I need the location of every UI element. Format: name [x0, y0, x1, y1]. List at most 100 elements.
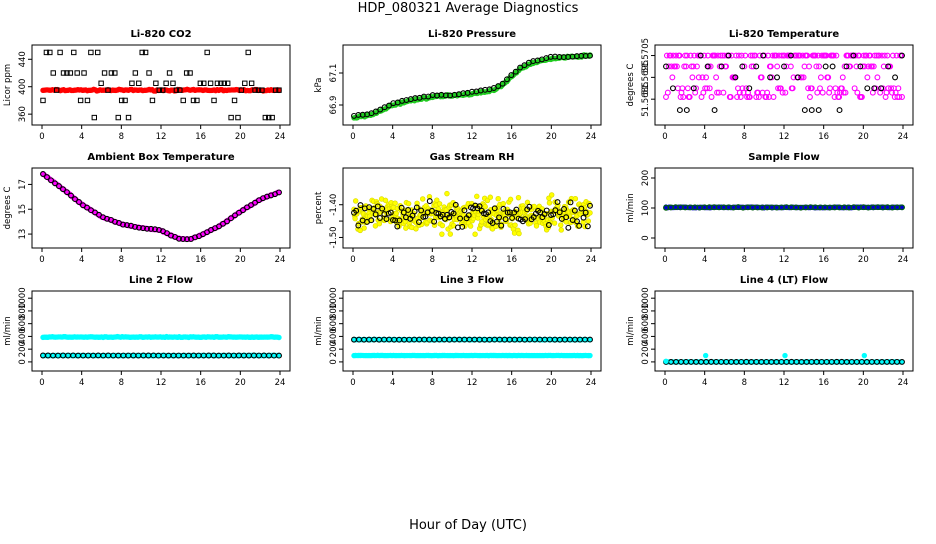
data-point	[865, 63, 872, 70]
y-tick-label: 0	[641, 359, 651, 364]
data-point	[183, 70, 190, 76]
data-point	[88, 49, 94, 56]
data-point	[101, 70, 108, 76]
panel-8: Line 4 (LT) Flow 0 4 8 12 16 20 24 0 200400600800…	[626, 275, 914, 388]
panel-title: Li-820 CO2	[130, 29, 191, 40]
data-point	[860, 52, 867, 59]
data-point	[507, 196, 514, 203]
data-point	[361, 225, 367, 231]
data-point	[377, 106, 384, 113]
data-point	[64, 189, 70, 196]
data-point	[517, 64, 524, 71]
panel-3: Ambient Box Temperature 0 4 8 12 16 20 24 13 15 17…	[3, 152, 291, 265]
data-point	[801, 107, 808, 114]
data-point	[840, 89, 847, 96]
data-point	[512, 222, 518, 228]
data-point	[44, 174, 50, 181]
data-point	[240, 207, 246, 214]
data-point	[702, 352, 709, 359]
data-point	[842, 89, 849, 96]
x-tick-label: 0	[350, 255, 355, 265]
data-point	[585, 218, 592, 224]
data-point	[825, 74, 832, 81]
data-point	[118, 97, 125, 104]
data-point	[859, 63, 866, 70]
data-point	[461, 207, 468, 214]
x-tick-label: 8	[430, 378, 435, 388]
data-point	[874, 74, 881, 81]
data-point	[266, 114, 272, 121]
data-point	[467, 223, 474, 229]
data-point	[269, 114, 275, 121]
data-point	[693, 85, 700, 92]
data-point	[704, 85, 710, 92]
x-tick-label: 0	[662, 255, 667, 265]
x-tick-label: 12	[156, 255, 167, 265]
data-point	[190, 97, 197, 104]
data-point	[852, 52, 859, 59]
data-point	[352, 198, 359, 204]
data-point	[712, 52, 719, 59]
y-tick-label: 0	[329, 359, 339, 364]
data-point	[160, 87, 166, 93]
data-point	[84, 97, 91, 104]
data-point	[214, 80, 221, 86]
data-point	[582, 209, 589, 216]
x-tick-label: 16	[195, 255, 206, 265]
data-point	[108, 70, 115, 76]
data-point	[714, 89, 720, 96]
data-point	[739, 63, 746, 70]
data-point	[156, 87, 162, 93]
data-point	[72, 196, 78, 203]
data-point	[676, 52, 683, 59]
data-point	[787, 63, 794, 70]
data-point	[60, 186, 66, 193]
data-point	[416, 219, 422, 225]
data-point	[876, 52, 883, 59]
data-point	[139, 49, 145, 56]
data-point	[819, 89, 826, 96]
data-point	[376, 221, 383, 227]
data-point	[738, 52, 745, 59]
y-tick-label: 600	[18, 316, 28, 332]
data-point	[140, 225, 146, 232]
panel-title: Sample Flow	[748, 152, 820, 163]
data-point	[556, 209, 563, 216]
panel-4: Gas Stream RH 0 4 8 12 16 20 24 -1.50 -1.40 percen…	[314, 152, 602, 265]
data-point	[885, 85, 892, 92]
x-tick-label: 12	[467, 132, 478, 142]
y-tick-label: 200	[329, 341, 339, 357]
data-point	[502, 216, 509, 223]
x-tick-label: 20	[858, 255, 869, 265]
data-point	[684, 85, 691, 92]
data-point	[881, 52, 888, 59]
data-point	[47, 49, 53, 56]
x-tick-label: 24	[898, 132, 909, 142]
x-tick-label: 8	[742, 378, 747, 388]
data-point	[703, 74, 710, 81]
y-tick-label: 400	[329, 328, 339, 344]
data-point	[105, 87, 111, 93]
data-point	[554, 199, 561, 205]
data-point	[387, 209, 394, 216]
data-point	[663, 358, 669, 364]
data-point	[262, 114, 269, 121]
x-tick-label: 16	[195, 378, 206, 388]
data-point	[446, 214, 453, 221]
data-point	[204, 49, 210, 56]
y-tick-label: 600	[329, 316, 339, 332]
series-group	[663, 352, 905, 365]
data-point	[148, 225, 154, 232]
panel-title: Ambient Box Temperature	[87, 152, 234, 163]
y-tick-label: 800	[18, 303, 28, 319]
data-point	[800, 74, 807, 81]
data-point	[672, 63, 679, 70]
data-point	[808, 107, 815, 114]
data-point	[84, 204, 90, 211]
data-point	[495, 196, 501, 202]
x-tick-label: 4	[390, 378, 395, 388]
y-tick-label: 200	[18, 341, 28, 357]
data-point	[439, 222, 446, 229]
x-tick-label: 4	[390, 255, 395, 265]
data-point	[735, 52, 742, 59]
